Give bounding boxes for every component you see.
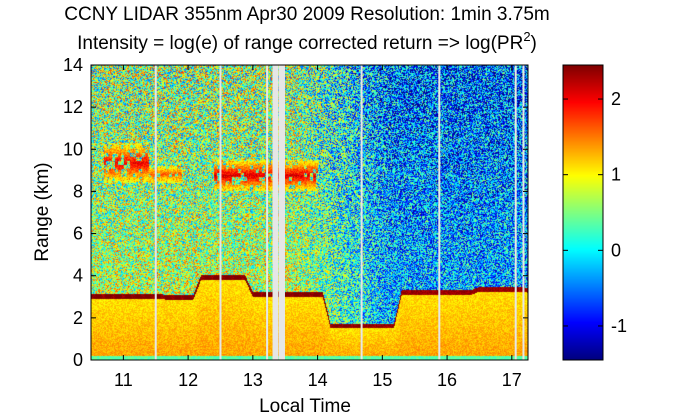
data-gap [438, 65, 441, 360]
data-gap [154, 65, 157, 360]
heatmap-image [91, 65, 528, 360]
chart-title: CCNY LIDAR 355nm Apr30 2009 Resolution: … [64, 4, 549, 25]
data-gap [514, 65, 517, 360]
colorbar-axis: -1 0 1 2 [563, 89, 627, 336]
y-axis: 0 2 4 6 8 10 12 14 [63, 55, 528, 370]
x-tick-label: 17 [502, 370, 522, 390]
colorbar-tick-label: 1 [611, 165, 621, 185]
y-tick-label: 10 [63, 139, 83, 159]
subtitle-close: ) [531, 33, 537, 54]
x-axis-label: Local Time [259, 396, 351, 417]
colorbar-tick-label: 2 [611, 89, 621, 109]
y-axis-label: Range (km) [32, 162, 53, 261]
x-tick-label: 14 [308, 370, 328, 390]
x-tick-label: 12 [178, 370, 198, 390]
data-gap [278, 65, 285, 360]
x-tick-label: 13 [243, 370, 263, 390]
y-tick-label: 14 [63, 55, 83, 75]
chart-subtitle: Intensity = log(e) of range corrected re… [77, 29, 537, 54]
x-tick-label: 16 [437, 370, 457, 390]
data-gaps [154, 65, 525, 360]
colorbar-frame [562, 64, 604, 361]
x-tick-label: 11 [114, 370, 133, 390]
subtitle-superscript: 2 [523, 29, 530, 44]
y-tick-label: 4 [73, 266, 83, 286]
colorbar-image [563, 65, 603, 360]
colorbar-tick-label: 0 [611, 240, 621, 260]
y-tick-label: 2 [73, 308, 83, 328]
y-tick-label: 0 [73, 350, 83, 370]
subtitle-main: Intensity = log(e) of range corrected re… [77, 33, 523, 54]
y-tick-label: 12 [63, 97, 83, 117]
data-gap [272, 65, 279, 360]
data-gap [266, 65, 269, 360]
y-tick-label: 8 [73, 181, 83, 201]
plot-frame [90, 64, 529, 361]
x-axis: 11 12 13 14 15 16 17 [114, 65, 522, 390]
colorbar-tick-label: -1 [611, 316, 627, 336]
x-tick-label: 15 [372, 370, 392, 390]
data-gap [219, 65, 222, 360]
data-gap [522, 65, 525, 360]
y-tick-label: 6 [73, 224, 83, 244]
data-gap [360, 65, 363, 360]
